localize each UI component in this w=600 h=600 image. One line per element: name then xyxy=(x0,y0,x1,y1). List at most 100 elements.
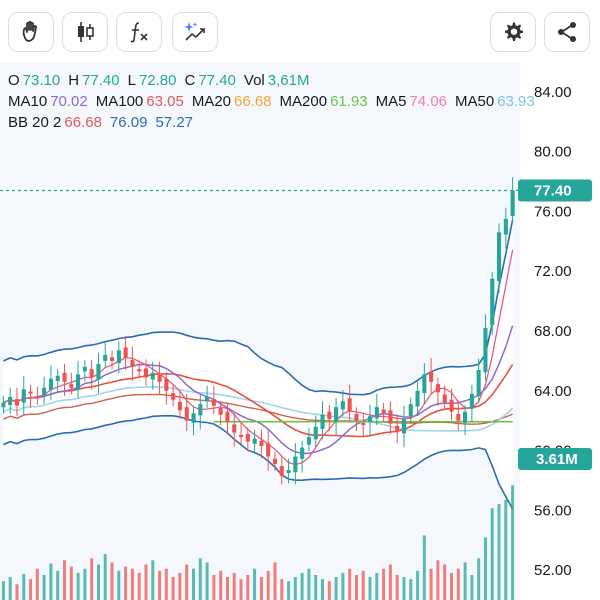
candle-body xyxy=(28,391,33,394)
legend-key-ma10: MA10 xyxy=(8,93,48,110)
volume-bar xyxy=(198,558,202,600)
volume-bar xyxy=(321,579,324,600)
candle-body xyxy=(103,354,108,361)
candle-body xyxy=(1,402,6,408)
legend-value-c: 77.40 xyxy=(198,72,236,89)
volume-bar xyxy=(293,577,297,600)
share-button[interactable] xyxy=(544,12,590,52)
candle-body xyxy=(211,399,216,406)
candle-body xyxy=(408,404,413,417)
candle xyxy=(490,271,495,336)
candle xyxy=(35,387,40,405)
candle xyxy=(368,404,373,437)
candle-body xyxy=(510,190,515,216)
legend-key-vol: Vol xyxy=(243,72,265,89)
candle xyxy=(198,395,203,430)
candle xyxy=(476,358,481,403)
legend-key-ma200: MA200 xyxy=(279,93,328,110)
volume-bar xyxy=(49,563,53,600)
candle xyxy=(184,393,189,431)
chart-type-button[interactable] xyxy=(62,12,108,52)
candle xyxy=(401,405,406,448)
volume-bar xyxy=(429,568,433,600)
indicators-button[interactable] xyxy=(116,12,162,52)
legend-value-ma200: 61.93 xyxy=(330,93,368,110)
volume-bar xyxy=(246,575,250,600)
volume-bar xyxy=(470,575,474,600)
candle xyxy=(245,427,250,451)
settings-button[interactable] xyxy=(490,12,536,52)
ma50-line xyxy=(3,386,514,432)
volume-bar xyxy=(327,581,331,600)
volume-bar xyxy=(97,564,100,600)
candle xyxy=(89,360,94,390)
volume-bar xyxy=(192,568,195,600)
candle xyxy=(503,207,508,249)
candle xyxy=(252,429,257,455)
candle-body xyxy=(469,393,474,409)
candle-body xyxy=(225,411,230,423)
candle-body xyxy=(313,426,318,440)
plot-background xyxy=(0,62,520,600)
volume-bar xyxy=(219,570,223,600)
candle-body xyxy=(306,437,311,445)
volume-bar xyxy=(497,504,501,600)
candle xyxy=(306,428,311,452)
candle xyxy=(137,362,142,379)
volume-bar xyxy=(178,572,182,600)
candle xyxy=(347,384,352,421)
legend-key-h: H xyxy=(68,72,80,89)
candle xyxy=(157,361,162,394)
volume-bar xyxy=(348,568,352,600)
y-tick-label: 84.00 xyxy=(534,84,572,101)
candle-body xyxy=(374,407,379,419)
band-upper-line xyxy=(3,219,514,396)
volume-bar xyxy=(130,568,134,600)
volume-bar xyxy=(253,568,257,600)
candle-body xyxy=(42,387,47,396)
candlesticks xyxy=(1,177,515,485)
volume-bar xyxy=(375,572,379,600)
candle-body xyxy=(191,413,196,423)
price-chart[interactable]: 84.0080.0076.0072.0068.0064.0060.0056.00… xyxy=(0,62,600,600)
band-lower-line xyxy=(3,414,514,510)
volume-bar xyxy=(22,573,26,600)
candle-body xyxy=(150,372,155,380)
ai-ideas-button[interactable] xyxy=(172,12,218,52)
candle-body xyxy=(239,434,244,438)
candle-body xyxy=(490,278,495,325)
candle xyxy=(21,375,26,415)
candle xyxy=(300,440,305,473)
candle xyxy=(279,457,284,485)
ma5-line xyxy=(3,249,514,466)
candle-body xyxy=(14,399,19,406)
legend-value-bb-middle: 76.09 xyxy=(109,114,148,131)
candle-body xyxy=(388,410,393,424)
volume-bar xyxy=(511,485,515,600)
candle-body xyxy=(8,396,13,405)
ma20-line xyxy=(3,364,514,438)
candle-body xyxy=(279,466,284,476)
moving-average-lines xyxy=(3,249,514,466)
candle xyxy=(143,359,148,386)
share-icon xyxy=(558,22,576,42)
volume-bar xyxy=(56,570,60,600)
volume-bar xyxy=(382,568,386,600)
candle-body xyxy=(300,447,305,459)
y-tick-label: 72.00 xyxy=(534,263,572,280)
volume-badge: 3.61M xyxy=(518,448,592,470)
volume-bar xyxy=(35,568,39,600)
volume-bar xyxy=(416,570,420,600)
candle xyxy=(211,385,216,415)
candle-body xyxy=(76,374,81,390)
draw-tool-button[interactable] xyxy=(8,12,54,52)
volume-bar xyxy=(212,575,216,600)
candle xyxy=(435,377,440,407)
legend-key-ma5: MA5 xyxy=(375,93,407,110)
candle xyxy=(429,357,434,394)
candle xyxy=(130,346,135,381)
volume-label: 3.61M xyxy=(536,451,578,468)
candle-body xyxy=(463,411,468,423)
y-tick-label: 56.00 xyxy=(534,502,572,519)
volume-bar xyxy=(151,560,155,600)
